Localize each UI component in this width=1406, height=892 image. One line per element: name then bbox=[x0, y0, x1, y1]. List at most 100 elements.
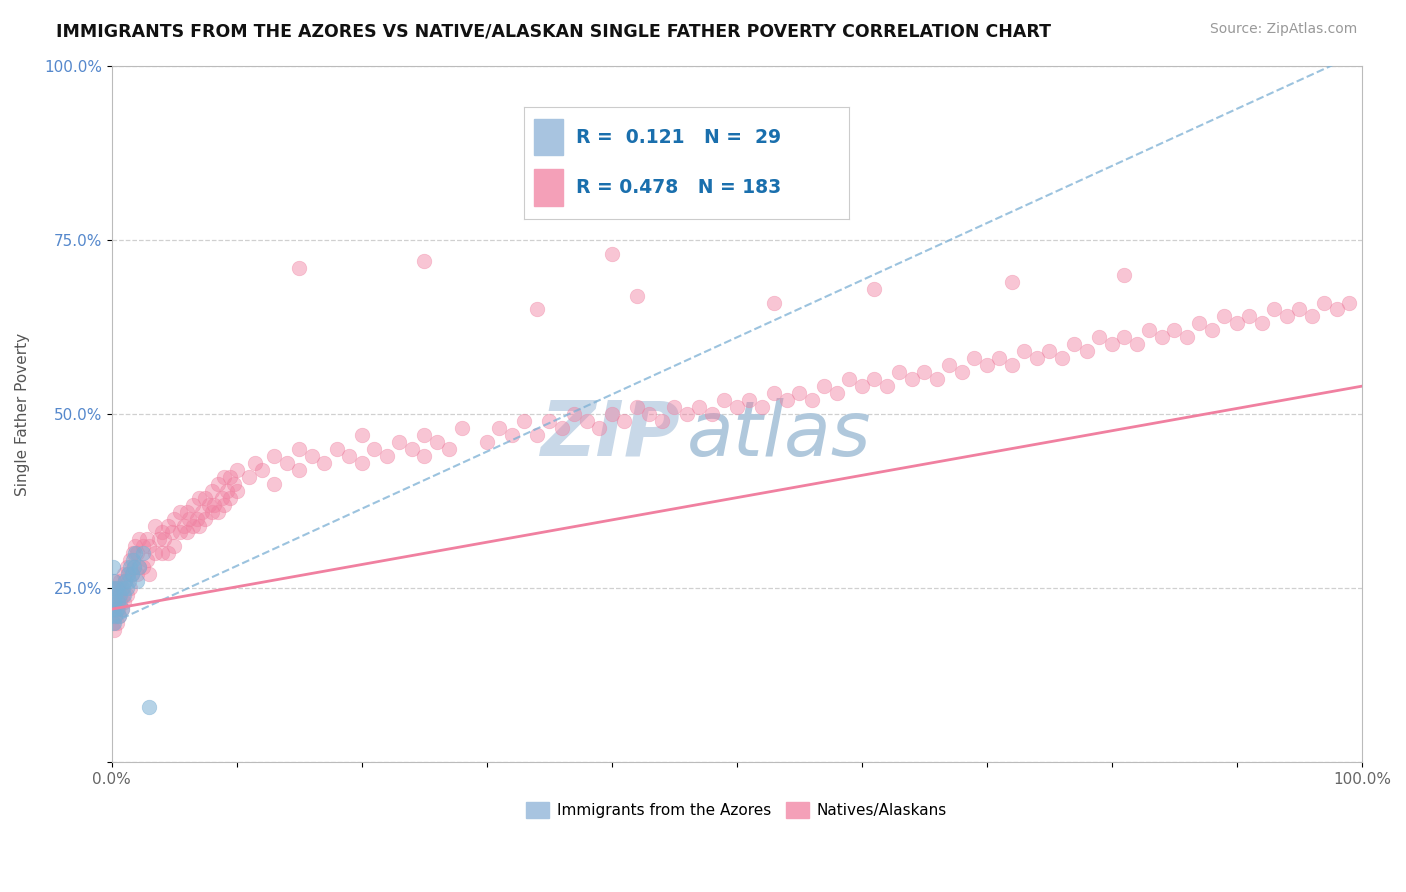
Point bbox=[1175, 330, 1198, 344]
Point bbox=[925, 372, 948, 386]
Point bbox=[863, 372, 886, 386]
Point bbox=[245, 456, 267, 470]
Point bbox=[301, 449, 323, 463]
Text: IMMIGRANTS FROM THE AZORES VS NATIVE/ALASKAN SINGLE FATHER POVERTY CORRELATION C: IMMIGRANTS FROM THE AZORES VS NATIVE/ALA… bbox=[56, 22, 1052, 40]
Point bbox=[263, 476, 285, 491]
Point bbox=[104, 581, 127, 595]
Point bbox=[190, 505, 212, 519]
Point bbox=[1025, 351, 1047, 366]
Point bbox=[626, 288, 648, 302]
Point bbox=[124, 540, 146, 554]
Point bbox=[108, 588, 131, 602]
Point bbox=[363, 442, 385, 456]
Point bbox=[526, 302, 548, 317]
Point bbox=[173, 518, 195, 533]
Point bbox=[108, 609, 131, 624]
Point bbox=[117, 567, 139, 582]
Point bbox=[212, 469, 235, 483]
Point bbox=[110, 581, 132, 595]
Point bbox=[128, 533, 150, 547]
Point bbox=[1063, 337, 1085, 351]
Point bbox=[114, 574, 136, 589]
Point bbox=[104, 609, 127, 624]
Point bbox=[179, 511, 201, 525]
Point bbox=[501, 428, 523, 442]
Point bbox=[104, 609, 127, 624]
Point bbox=[145, 546, 167, 560]
Point bbox=[738, 393, 761, 408]
Point bbox=[638, 407, 661, 421]
Text: ZIP: ZIP bbox=[541, 398, 681, 472]
Point bbox=[128, 560, 150, 574]
Point bbox=[1126, 337, 1149, 351]
Point bbox=[103, 595, 125, 609]
Point bbox=[1313, 295, 1336, 310]
Point bbox=[751, 400, 773, 414]
Point bbox=[112, 588, 135, 602]
Point bbox=[132, 540, 155, 554]
Point bbox=[121, 567, 143, 582]
Point bbox=[163, 540, 186, 554]
Text: Source: ZipAtlas.com: Source: ZipAtlas.com bbox=[1209, 22, 1357, 37]
Point bbox=[118, 574, 141, 589]
Point bbox=[863, 282, 886, 296]
Point bbox=[114, 574, 136, 589]
Point bbox=[825, 386, 848, 401]
Point bbox=[150, 546, 173, 560]
Point bbox=[156, 518, 179, 533]
Point bbox=[1150, 330, 1173, 344]
Point bbox=[225, 483, 247, 498]
Point bbox=[108, 609, 131, 624]
Point bbox=[122, 546, 145, 560]
Point bbox=[1213, 310, 1236, 324]
Point bbox=[1263, 302, 1285, 317]
Point bbox=[112, 595, 135, 609]
Point bbox=[122, 560, 145, 574]
Point bbox=[388, 434, 411, 449]
Point bbox=[1101, 337, 1123, 351]
Point bbox=[176, 505, 198, 519]
Point bbox=[450, 421, 472, 435]
Point bbox=[976, 358, 998, 372]
Point bbox=[675, 407, 697, 421]
Point bbox=[112, 567, 135, 582]
Point bbox=[115, 581, 138, 595]
Point bbox=[651, 414, 673, 428]
Point bbox=[337, 449, 360, 463]
Point bbox=[1275, 310, 1298, 324]
Point bbox=[851, 379, 873, 393]
Point bbox=[562, 407, 585, 421]
Point bbox=[194, 511, 217, 525]
Point bbox=[263, 449, 285, 463]
Point bbox=[111, 588, 134, 602]
Point bbox=[413, 253, 436, 268]
Point bbox=[105, 616, 128, 631]
Point bbox=[413, 428, 436, 442]
Point bbox=[1339, 295, 1361, 310]
Point bbox=[110, 602, 132, 616]
Point bbox=[776, 393, 799, 408]
Point bbox=[588, 421, 610, 435]
Point bbox=[950, 365, 973, 379]
Point bbox=[201, 483, 224, 498]
Point bbox=[156, 546, 179, 560]
Point bbox=[176, 525, 198, 540]
Point bbox=[101, 616, 124, 631]
Point bbox=[211, 491, 233, 505]
Point bbox=[1239, 310, 1261, 324]
Point bbox=[988, 351, 1011, 366]
Point bbox=[238, 469, 260, 483]
Point bbox=[375, 449, 398, 463]
Point bbox=[1001, 275, 1024, 289]
Point bbox=[125, 546, 148, 560]
Point bbox=[115, 560, 138, 574]
Point bbox=[288, 260, 311, 275]
Point bbox=[551, 421, 574, 435]
Point bbox=[110, 588, 132, 602]
Point bbox=[120, 581, 142, 595]
Point bbox=[763, 295, 786, 310]
Point bbox=[1188, 317, 1211, 331]
Point bbox=[600, 407, 623, 421]
Point bbox=[145, 518, 167, 533]
Point bbox=[488, 421, 510, 435]
